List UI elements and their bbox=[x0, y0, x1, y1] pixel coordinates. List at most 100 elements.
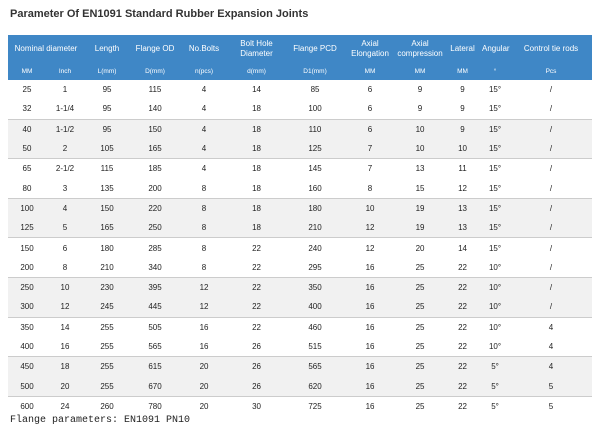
table-cell: 95 bbox=[102, 85, 112, 95]
table-cell: 10 bbox=[395, 118, 446, 139]
table-cell: 10 bbox=[46, 276, 85, 298]
header-row: Nominal diameter Length Flange OD No.Bolts B… bbox=[8, 35, 593, 63]
table-cell: 400 bbox=[20, 342, 34, 351]
table-cell: 18 bbox=[46, 356, 85, 377]
table-cell: 5° bbox=[480, 356, 511, 377]
table-cell: 1-1/4 bbox=[55, 104, 75, 114]
table-cell: 16 bbox=[60, 342, 70, 351]
table-row: 250 10 230 395 12 22 350 16 25 22 10° / bbox=[8, 276, 593, 298]
unit-cell: L(mm) bbox=[84, 63, 131, 80]
table-cell: 255 bbox=[100, 342, 114, 351]
table-cell: 340 bbox=[148, 262, 162, 272]
table-cell: 460 bbox=[285, 316, 346, 337]
table-cell: 32 bbox=[22, 104, 32, 114]
table-row: 500 20 255 670 20 26 620 16 25 22 5° 5 bbox=[8, 376, 593, 397]
unit-cell: n(pcs) bbox=[180, 63, 229, 80]
table-cell: 350 bbox=[8, 316, 46, 337]
table-cell: 150 bbox=[130, 118, 181, 139]
table-cell: 260 bbox=[84, 395, 131, 417]
table-cell: 25 bbox=[22, 85, 32, 95]
header-cell: Control tie rods bbox=[510, 35, 593, 63]
table-cell: 105 bbox=[84, 138, 131, 159]
table-cell: 4 bbox=[180, 138, 229, 159]
table-cell: 15° bbox=[480, 118, 511, 139]
table-cell: 300 bbox=[8, 297, 46, 318]
table-cell: 26 bbox=[252, 342, 261, 351]
table-cell: 18 bbox=[228, 197, 286, 219]
unit-cell: D1(mm) bbox=[285, 63, 346, 80]
table-cell: 15° bbox=[480, 237, 511, 258]
table-body: 25 1 95 115 4 14 85 6 9 9 15°/32 1-1/4 95 140 4 18 100 6 9… bbox=[8, 80, 593, 417]
table-row: 40 1-1/2 95 150 4 18 110 6 10 9 15° / bbox=[8, 118, 593, 139]
table-cell: 620 bbox=[285, 376, 346, 397]
table-cell: 20 bbox=[46, 376, 85, 397]
table-cell: 13 bbox=[445, 197, 481, 219]
table-cell: / bbox=[549, 262, 553, 272]
table-cell: 22 bbox=[445, 395, 481, 417]
table-cell: 16 bbox=[345, 297, 396, 318]
table-cell: 22 bbox=[228, 276, 286, 298]
table-cell: 780 bbox=[130, 395, 181, 417]
table-cell: 22 bbox=[252, 262, 261, 272]
table-cell: 140 bbox=[148, 104, 162, 114]
table-cell: 395 bbox=[130, 276, 181, 298]
header-cell: Flange PCD bbox=[285, 35, 346, 63]
table-cell: 22 bbox=[228, 297, 286, 318]
table-cell: 22 bbox=[458, 262, 467, 272]
table-cell: 25 bbox=[395, 356, 446, 377]
header-cell: No.Bolts bbox=[180, 35, 229, 63]
table-cell: 8 bbox=[180, 218, 229, 238]
table-cell: 18 bbox=[228, 118, 286, 139]
table-cell: 15° bbox=[488, 85, 502, 95]
table-cell: 200 bbox=[20, 262, 34, 272]
table-cell: 25 bbox=[395, 297, 446, 318]
header-cell: Axial Elongation bbox=[345, 35, 396, 63]
table-cell: 615 bbox=[130, 356, 181, 377]
table-cell: 565 bbox=[148, 342, 162, 351]
table-cell: 4 bbox=[46, 197, 85, 219]
title: Parameter Of EN1091 Standard Rubber Expa… bbox=[10, 8, 309, 20]
table-cell: 26 bbox=[228, 356, 286, 377]
table-cell: 725 bbox=[285, 395, 346, 417]
table-cell: 80 bbox=[22, 183, 32, 193]
table-cell: 16 bbox=[180, 316, 229, 337]
table-cell: 18 bbox=[252, 104, 261, 114]
table-cell: 22 bbox=[445, 276, 481, 298]
table-cell: 125 bbox=[8, 218, 46, 238]
table-cell: 6 bbox=[46, 237, 85, 258]
table-cell: 18 bbox=[228, 158, 286, 179]
header-cell: Angular bbox=[480, 35, 511, 63]
table-row: 65 2-1/2 115 185 4 18 145 7 13 11 15° / bbox=[8, 158, 593, 179]
table-cell: 22 bbox=[445, 356, 481, 377]
table-cell: 25 bbox=[395, 276, 446, 298]
table-cell: 565 bbox=[285, 356, 346, 377]
table-cell: 16 bbox=[365, 342, 375, 351]
table-cell: 4 bbox=[548, 342, 554, 351]
table-row: 32 1-1/4 95 140 4 18 100 6 9 9 15° / bbox=[8, 99, 592, 119]
table-cell: 16 bbox=[345, 395, 396, 417]
table-cell: 25 bbox=[415, 342, 425, 351]
table-cell: 16 bbox=[345, 376, 396, 397]
table-cell: 20 bbox=[180, 376, 229, 397]
table-cell: 4 bbox=[201, 104, 207, 114]
table-cell: 40 bbox=[8, 118, 46, 139]
table-cell: 12 bbox=[46, 297, 85, 318]
table-cell: / bbox=[510, 297, 593, 318]
table-cell: 22 bbox=[445, 376, 481, 397]
table-cell: 15° bbox=[480, 158, 511, 179]
table-row: 600 24 260 780 20 30 725 16 25 22 5° 5 bbox=[8, 395, 593, 417]
table-cell: 230 bbox=[84, 276, 131, 298]
table-cell: 95 bbox=[84, 118, 131, 139]
table-row: 100 4 150 220 8 18 180 10 19 13 15° / bbox=[8, 197, 593, 219]
table-cell: 50 bbox=[8, 138, 46, 159]
table-cell: 4 bbox=[180, 158, 229, 179]
table-cell: 18 bbox=[228, 218, 286, 238]
table-cell: 255 bbox=[84, 356, 131, 377]
table-cell: 10 bbox=[395, 138, 446, 159]
table-cell: 2-1/2 bbox=[46, 158, 85, 179]
table-cell: 9 bbox=[460, 85, 465, 95]
table-cell: 25 bbox=[415, 262, 425, 272]
table-cell: 30 bbox=[228, 395, 286, 417]
table-cell: / bbox=[510, 218, 593, 238]
table-cell: 12 bbox=[345, 237, 396, 258]
